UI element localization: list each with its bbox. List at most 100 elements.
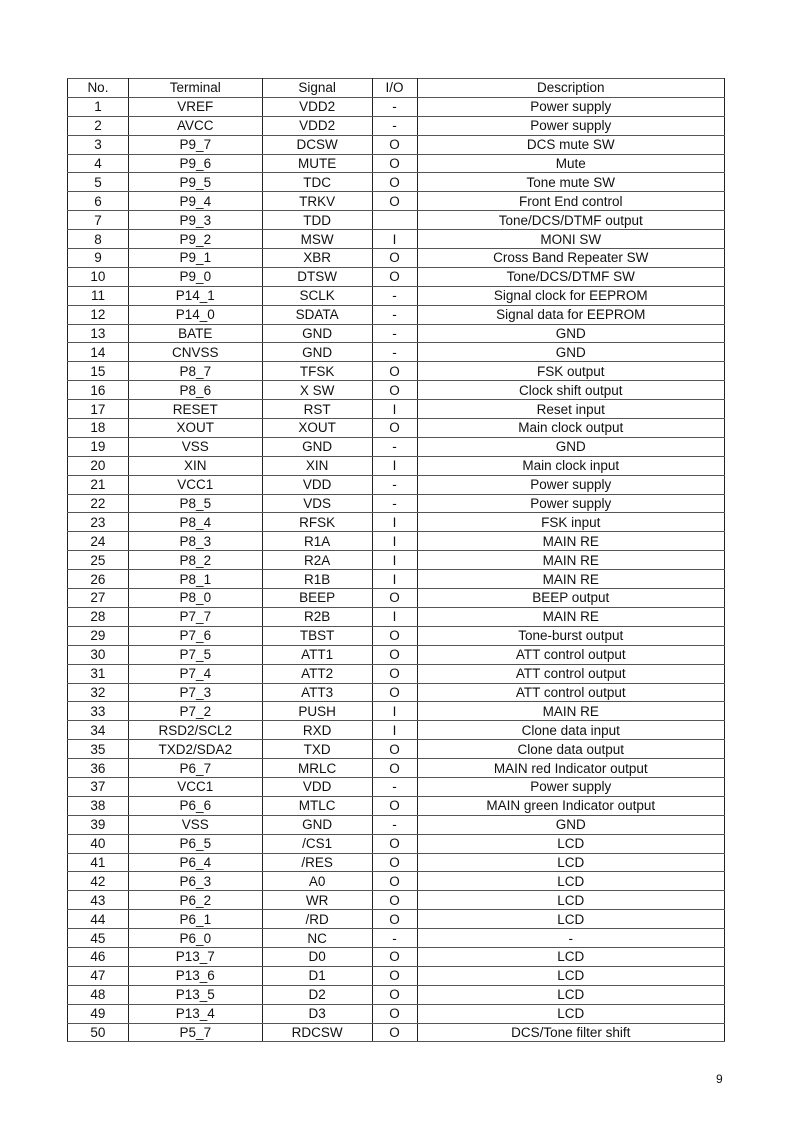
cell-io: -	[371, 776, 418, 797]
cell-io: -	[371, 928, 418, 948]
table-row: 9 P9_1 XBR O Cross Band Repeater SW	[67, 248, 725, 268]
cell-io: I	[371, 229, 418, 250]
cell-description: Main clock input	[416, 455, 725, 476]
table-row: 6 P9_4 TRKV O Front End control	[67, 191, 725, 212]
cell-signal: GND	[261, 342, 373, 363]
cell-no: 44	[67, 909, 129, 930]
cell-terminal: P8_6	[127, 380, 263, 401]
table-row: 47 P13_6 D1 O LCD	[67, 965, 725, 986]
cell-description: FSK input	[416, 512, 725, 533]
cell-io: O	[371, 418, 418, 438]
cell-no: 33	[67, 701, 129, 722]
table-body: 1 VREF VDD2- Power supply 2 AVCC VDD2- Power su…	[67, 96, 725, 1043]
table-row: 27 P8_0 BEEP O BEEP output	[67, 588, 725, 608]
cell-terminal: P9_2	[127, 229, 263, 250]
cell-io: O	[371, 644, 418, 665]
cell-io: I	[371, 550, 418, 571]
cell-description: Cross Band Repeater SW	[416, 248, 725, 268]
table-row: 22 P8_5 VDS - Power supply	[67, 493, 725, 514]
cell-description: Tone/DCS/DTMF SW	[416, 266, 725, 287]
cell-signal: TBST	[261, 625, 373, 646]
cell-terminal: P8_5	[127, 493, 263, 514]
cell-no: 49	[67, 1003, 129, 1024]
cell-no: 36	[67, 758, 129, 778]
table-row: 46 P13_7 D0 O LCD	[67, 946, 725, 967]
cell-no: 42	[67, 871, 129, 892]
cell-no: 3	[67, 134, 129, 155]
table-row: 23 P8_4 RFSK I FSK input	[67, 512, 725, 533]
cell-signal: GND	[261, 436, 373, 457]
cell-description: ATT control output	[416, 663, 725, 684]
cell-no: 27	[67, 588, 129, 608]
cell-terminal: P13_4	[127, 1003, 263, 1024]
cell-no: 50	[67, 1022, 129, 1043]
cell-signal: DTSW	[261, 266, 373, 287]
cell-io: O	[371, 739, 418, 760]
cell-io: O	[371, 890, 418, 911]
cell-description: LCD	[416, 984, 725, 1005]
table-row: 45 P6_0 NC - -	[67, 928, 725, 948]
cell-description: Power supply	[416, 115, 725, 136]
cell-signal: D2	[261, 984, 373, 1005]
cell-description: DCS mute SW	[416, 134, 725, 155]
table-row: 44 P6_1/RD O LCD	[67, 909, 725, 930]
cell-description: LCD	[416, 871, 725, 892]
cell-terminal: P7_4	[127, 663, 263, 684]
cell-no: 31	[67, 663, 129, 684]
cell-terminal: P8_2	[127, 550, 263, 571]
cell-no: 38	[67, 795, 129, 816]
cell-io: -	[371, 285, 418, 306]
table-row: 18 XOUT XOUT O Main clock output	[67, 418, 725, 438]
cell-signal: R2A	[261, 550, 373, 571]
cell-signal: RST	[261, 399, 373, 420]
table-row: 33 P7_2 PUSH I MAIN RE	[67, 701, 725, 722]
cell-io: O	[371, 663, 418, 684]
cell-signal: TXD	[261, 739, 373, 760]
cell-description: MAIN green Indicator output	[416, 795, 725, 816]
cell-signal: VDD2	[261, 96, 373, 117]
table-row: 28 P7_7 R2B I MAIN RE	[67, 606, 725, 627]
cell-terminal: TXD2/SDA2	[127, 739, 263, 760]
cell-terminal: P6_4	[127, 852, 263, 873]
cell-description: DCS/Tone filter shift	[416, 1022, 725, 1043]
cell-io: O	[371, 795, 418, 816]
table-row: 36 P6_7 MRLC O MAIN red Indicator output	[67, 758, 725, 778]
cell-io: O	[371, 153, 418, 174]
cell-io: O	[371, 361, 418, 382]
cell-description: Clock shift output	[416, 380, 725, 401]
cell-terminal: BATE	[127, 323, 263, 344]
cell-terminal: P9_3	[127, 210, 263, 231]
table-row: 38 P6_6 MTLC O MAIN green Indicator output	[67, 795, 725, 816]
cell-no: 18	[67, 418, 129, 438]
cell-signal: GND	[261, 323, 373, 344]
cell-no: 21	[67, 474, 129, 495]
cell-description: Reset input	[416, 399, 725, 420]
cell-terminal: P6_5	[127, 833, 263, 854]
cell-description: GND	[416, 342, 725, 363]
cell-description: Clone data output	[416, 739, 725, 760]
cell-terminal: P8_0	[127, 588, 263, 608]
table-row: 3 P9_7 DCSW O DCS mute SW	[67, 134, 725, 155]
header-no: No.	[67, 78, 129, 98]
cell-terminal: VREF	[127, 96, 263, 117]
table-row: 5 P9_5 TDC O Tone mute SW	[67, 172, 725, 193]
cell-io: O	[371, 380, 418, 401]
cell-terminal: VCC1	[127, 776, 263, 797]
cell-signal: /RD	[261, 909, 373, 930]
cell-no: 11	[67, 285, 129, 306]
cell-no: 48	[67, 984, 129, 1005]
table-row: 12 P14_0 SDATA - Signal data for EEPROM	[67, 304, 725, 325]
cell-no: 24	[67, 531, 129, 552]
table-row: 49 P13_4 D3 O LCD	[67, 1003, 725, 1024]
cell-no: 37	[67, 776, 129, 797]
header-signal: Signal	[261, 78, 373, 98]
cell-terminal: P14_0	[127, 304, 263, 325]
cell-terminal: VSS	[127, 436, 263, 457]
cell-io: I	[371, 531, 418, 552]
cell-io: -	[371, 474, 418, 495]
cell-signal: DCSW	[261, 134, 373, 155]
cell-description: Power supply	[416, 776, 725, 797]
cell-no: 45	[67, 928, 129, 948]
cell-signal: ATT3	[261, 682, 373, 703]
cell-terminal: P9_7	[127, 134, 263, 155]
